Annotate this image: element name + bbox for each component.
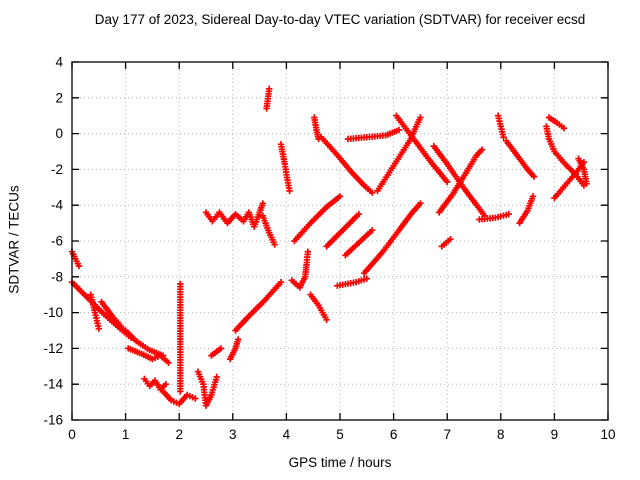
chart-title: Day 177 of 2023, Sidereal Day-to-day VTE… [94,12,586,27]
x-tick-label: 6 [390,427,398,442]
y-tick-label: -14 [43,377,63,392]
y-tick-label: -10 [43,305,63,320]
x-tick-label: 2 [175,427,183,442]
y-tick-label: 0 [55,126,63,141]
x-axis-label: GPS time / hours [288,455,392,470]
x-tick-label: 7 [443,427,451,442]
y-tick-label: -6 [51,234,63,249]
x-tick-label: 5 [336,427,344,442]
data-points [68,85,590,409]
y-tick-label: -8 [51,269,63,284]
x-tick-label: 3 [229,427,237,442]
grid-lines [71,61,609,421]
x-tick-label: 8 [497,427,505,442]
x-tick-label: 4 [283,427,291,442]
x-tick-label: 9 [551,427,559,442]
y-tick-label: -4 [51,198,63,213]
y-tick-label: -16 [43,413,63,428]
axis-ticks [71,61,609,421]
y-tick-label: -2 [51,162,63,177]
y-tick-label: 2 [55,90,63,105]
y-tick-label: 4 [55,55,63,70]
x-tick-label: 1 [122,427,130,442]
x-tick-label: 10 [600,427,615,442]
y-tick-label: -12 [43,341,63,356]
x-tick-label: 0 [68,427,76,442]
